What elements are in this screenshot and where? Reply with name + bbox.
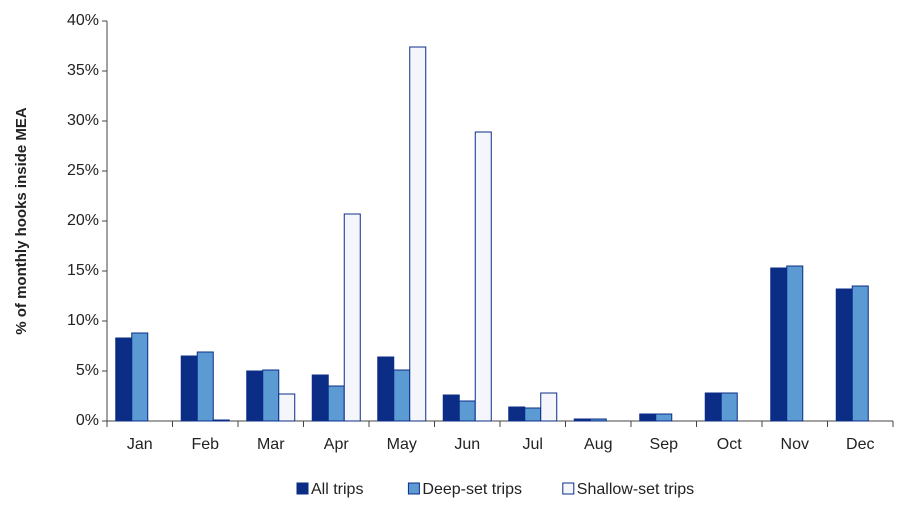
y-tick-label: 30%: [67, 112, 99, 129]
bar: [786, 265, 804, 422]
bar: [180, 355, 198, 422]
bar: [409, 46, 427, 422]
bar: [311, 374, 329, 422]
x-tick-label: Aug: [584, 436, 612, 453]
bar: [508, 406, 526, 422]
bar: [115, 337, 133, 422]
bar: [589, 418, 607, 422]
bar: [835, 288, 853, 422]
bar: [639, 413, 657, 422]
y-tick-label: 40%: [67, 12, 99, 29]
x-tick-label: Sep: [650, 436, 679, 453]
bar: [343, 213, 361, 422]
x-tick-label: Feb: [191, 436, 219, 453]
y-axis-label: % of monthly hooks inside MEA: [13, 107, 30, 335]
x-tick-label: Jul: [523, 436, 543, 453]
x-tick-label: May: [387, 436, 417, 453]
x-tick-label: Mar: [257, 436, 285, 453]
y-tick-label: 10%: [67, 312, 99, 329]
legend-label: All trips: [311, 481, 363, 498]
y-tick-label: 20%: [67, 212, 99, 229]
bar: [720, 392, 738, 422]
legend-label: Deep-set trips: [422, 481, 522, 498]
x-tick-label: Nov: [781, 436, 809, 453]
x-tick-label: Dec: [846, 436, 874, 453]
bar: [393, 369, 411, 422]
x-tick-label: Apr: [324, 436, 350, 453]
bar: [262, 369, 280, 422]
bar: [474, 131, 492, 422]
bar: [540, 392, 558, 422]
y-tick-label: 15%: [67, 262, 99, 279]
bar: [196, 351, 214, 422]
y-tick-label: 0%: [76, 412, 99, 429]
x-tick-label: Oct: [717, 436, 742, 453]
bar: [131, 332, 149, 422]
legend-swatch: [296, 482, 309, 495]
bar: [246, 370, 264, 422]
bar: [704, 392, 722, 422]
bar: [851, 285, 869, 422]
bar: [655, 413, 673, 422]
legend-label: Shallow-set trips: [577, 481, 694, 498]
legend-swatch: [407, 482, 420, 495]
legend-swatch: [562, 482, 575, 495]
bar: [524, 407, 542, 422]
bar: [327, 385, 345, 422]
bar: [212, 419, 230, 422]
bar: [442, 394, 460, 422]
bar: [377, 356, 395, 422]
x-tick-label: Jun: [454, 436, 480, 453]
bar: [770, 267, 788, 422]
y-tick-label: 35%: [67, 62, 99, 79]
bar: [573, 418, 591, 422]
x-tick-label: Jan: [127, 436, 153, 453]
bar: [278, 393, 296, 422]
y-tick-label: 25%: [67, 162, 99, 179]
bar: [458, 400, 476, 422]
y-tick-label: 5%: [76, 362, 99, 379]
